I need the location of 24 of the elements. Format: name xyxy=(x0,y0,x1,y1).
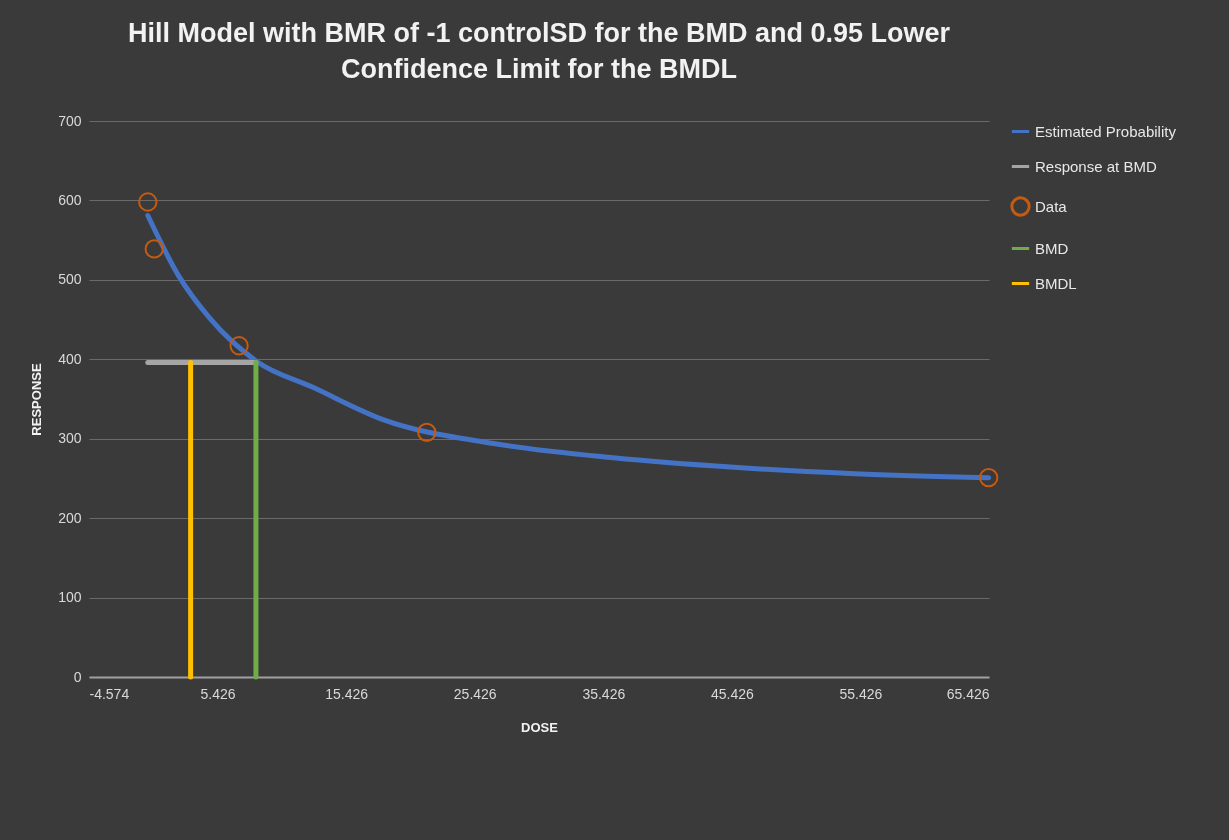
legend-label: Data xyxy=(1035,197,1068,215)
y-tick-label: 500 xyxy=(58,271,82,288)
x-tick-label: 15.426 xyxy=(325,685,369,702)
x-tick-label: 45.426 xyxy=(710,685,754,702)
y-tick-label: 0 xyxy=(73,668,82,685)
legend-label: BMD xyxy=(1035,239,1069,257)
x-tick-label: 55.426 xyxy=(839,685,883,702)
chart-title: Hill Model with BMR of -1 controlSD for the BMD and 0.95 Lower Confidence Limit for the BMDL xyxy=(127,18,951,84)
x-tick-label: 65.426 xyxy=(946,685,990,702)
y-tick-label: 600 xyxy=(58,191,82,208)
legend-label: BMDL xyxy=(1035,274,1077,292)
x-axis-title: DOSE xyxy=(521,719,559,735)
y-tick-label: 300 xyxy=(58,430,82,447)
x-tick-label: -4.574 xyxy=(89,685,130,702)
x-tick-label: 5.426 xyxy=(200,685,236,702)
legend-label: Estimated Probability xyxy=(1035,122,1177,140)
y-tick-label: 200 xyxy=(58,509,82,526)
y-tick-label: 700 xyxy=(58,112,82,129)
x-tick-label: 35.426 xyxy=(582,685,626,702)
y-tick-label: 100 xyxy=(58,589,82,606)
y-tick-label: 400 xyxy=(58,350,82,367)
legend-label: Response at BMD xyxy=(1035,157,1157,175)
x-tick-label: 25.426 xyxy=(453,685,497,702)
y-axis-title: RESPONSE xyxy=(29,363,45,436)
